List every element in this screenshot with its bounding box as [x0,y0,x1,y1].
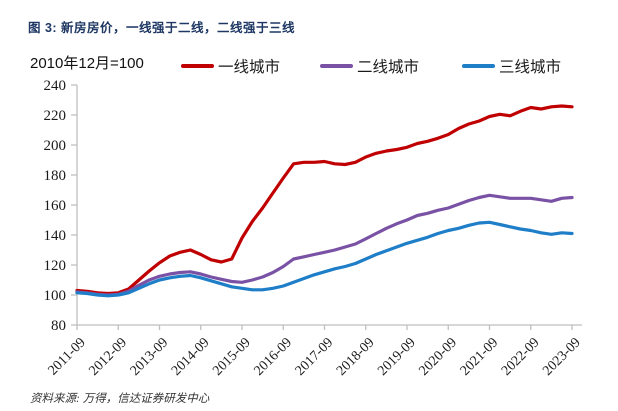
axis-lines [76,85,582,326]
x-axis-tick-label: 2014-09 [169,335,213,379]
x-axis-tick-label: 2021-09 [458,335,502,379]
x-axis-tick-label: 2018-09 [334,335,378,379]
tier1-series-line [75,104,574,296]
legend-label-tier3: 三线城市 [499,59,562,76]
legend-label-tier1: 一线城市 [218,59,281,76]
x-axis-tick-label: 2017-09 [293,335,337,379]
x-axis-tick-label: 2023-09 [540,335,584,379]
y-axis-tick-label: 220 [44,108,67,124]
y-axis-tick-label: 140 [44,228,67,244]
x-axis-tick-label: 2015-09 [210,335,254,379]
legend-item-tier2: 二线城市 [320,55,419,77]
data-source-note: 资料来源: 万得，信达证券研发中心 [30,393,210,405]
legend-item-tier3: 三线城市 [462,55,561,77]
y-axis-tick-label: 240 [44,78,67,94]
x-axis-tick-label: 2022-09 [499,335,543,379]
legend-item-tier1: 一线城市 [181,55,280,77]
x-axis-tick-label: 2019-09 [375,335,419,379]
tier1-line-swatch-icon [181,64,214,68]
y-axis-tick-label: 120 [44,258,67,274]
x-axis-tick-label: 2011-09 [46,335,89,378]
y-axis-tick-label: 160 [44,198,67,214]
x-axis-tick-label: 2012-09 [86,335,130,379]
index-base-note: 2010年12月=100 [30,55,144,72]
figure-title: 图 3: 新房房价，一线强于二线，二线强于三线 [28,21,296,35]
y-axis-tick-label: 80 [51,318,66,334]
tier3-line-swatch-icon [462,64,495,68]
y-axis-tick-label: 200 [44,138,67,154]
y-axis-tick-label: 100 [44,288,67,304]
x-axis-tick-label: 2016-09 [251,335,295,379]
tier2-series-line [75,193,574,297]
tier3-series-line [75,220,574,298]
x-axis-tick-label: 2020-09 [416,335,460,379]
x-axis-tick-label: 2013-09 [128,335,172,379]
legend-label-tier2: 二线城市 [357,59,420,76]
y-axis-tick-label: 180 [44,168,67,184]
tier2-line-swatch-icon [320,64,353,68]
chart-legend: 一线城市 二线城市 三线城市 [0,52,618,77]
